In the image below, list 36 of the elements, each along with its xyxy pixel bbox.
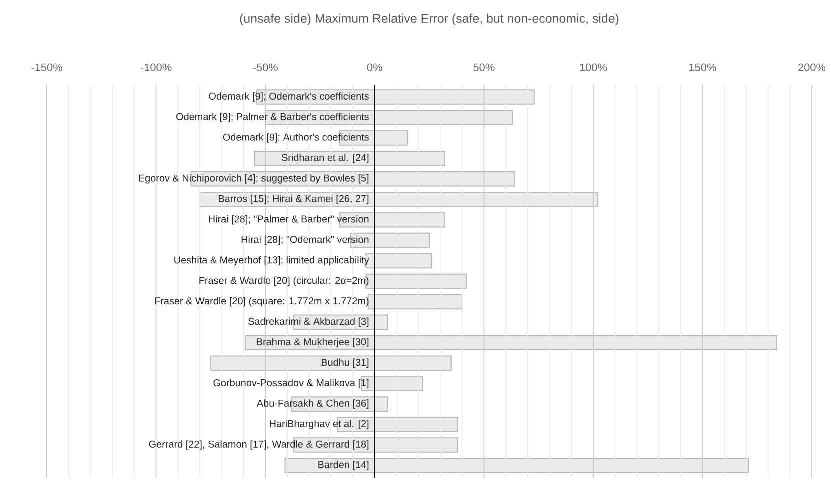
chart-title: (unsafe side) Maximum Relative Error (safe, but non-economic, side) xyxy=(240,14,619,26)
x-tick-label: 0% xyxy=(367,64,382,72)
bar xyxy=(284,458,750,474)
y-tick-label: Ueshita & Meyerhof [13]; limited applicability xyxy=(174,256,370,266)
x-tick-label: 100% xyxy=(580,64,608,72)
y-tick-label: Sadrekarimi & Akbarzad [3] xyxy=(248,318,369,328)
y-tick-label: Fraser & Wardle [20] (square: 1.772m x 1.772m) xyxy=(155,297,369,307)
y-tick-label: Fraser & Wardle [20] (circular: 2α=2m) xyxy=(200,276,369,286)
x-tick-label: 50% xyxy=(474,64,495,72)
bar xyxy=(245,335,778,351)
y-tick-label: Egorov & Nichiporovich [4]; suggested by Bowles [5] xyxy=(139,174,369,184)
y-tick-label: Barros [15]; Hirai & Kamei [26, 27] xyxy=(218,194,369,204)
y-tick-label: Brahma & Mukherjee [30] xyxy=(257,338,369,348)
x-tick-label: 150% xyxy=(690,64,716,72)
y-tick-label: HariBharghav et al. [2] xyxy=(270,420,369,430)
bar xyxy=(368,294,463,310)
y-tick-label: Odemark [9]; Odemark's coefficients xyxy=(209,92,369,102)
y-tick-label: Gorbunov-Possadov & Malikova [1] xyxy=(214,379,369,388)
bar xyxy=(200,192,598,208)
y-tick-label: Hirai [28]; "Odemark" version xyxy=(242,236,369,246)
bar xyxy=(210,356,452,372)
x-tick-label: -50% xyxy=(253,64,278,72)
x-tick-label: 200% xyxy=(798,64,826,72)
y-tick-label: Odemark [9]; Palmer & Barber's coefficients xyxy=(176,113,369,122)
y-tick-label: Odemark [9]; Author's coeficients xyxy=(223,134,369,143)
y-tick-label: Sridharan et al. [24] xyxy=(282,154,369,164)
bar xyxy=(254,151,446,166)
x-tick-label: -150% xyxy=(32,64,62,72)
bar xyxy=(339,212,446,228)
x-tick-label: -100% xyxy=(140,64,172,72)
y-tick-label: Barden [14] xyxy=(318,461,369,470)
y-tick-label: Abu-Farsakh & Chen [36] xyxy=(256,400,369,409)
bar xyxy=(361,376,424,392)
y-tick-label: Gerrard [22], Salamon [17], Wardle & Gerrard [18] xyxy=(149,440,369,450)
y-tick-label: Hirai [28]; "Palmer & Barber" version xyxy=(209,215,369,225)
y-tick-label: Budhu [31] xyxy=(322,358,369,368)
